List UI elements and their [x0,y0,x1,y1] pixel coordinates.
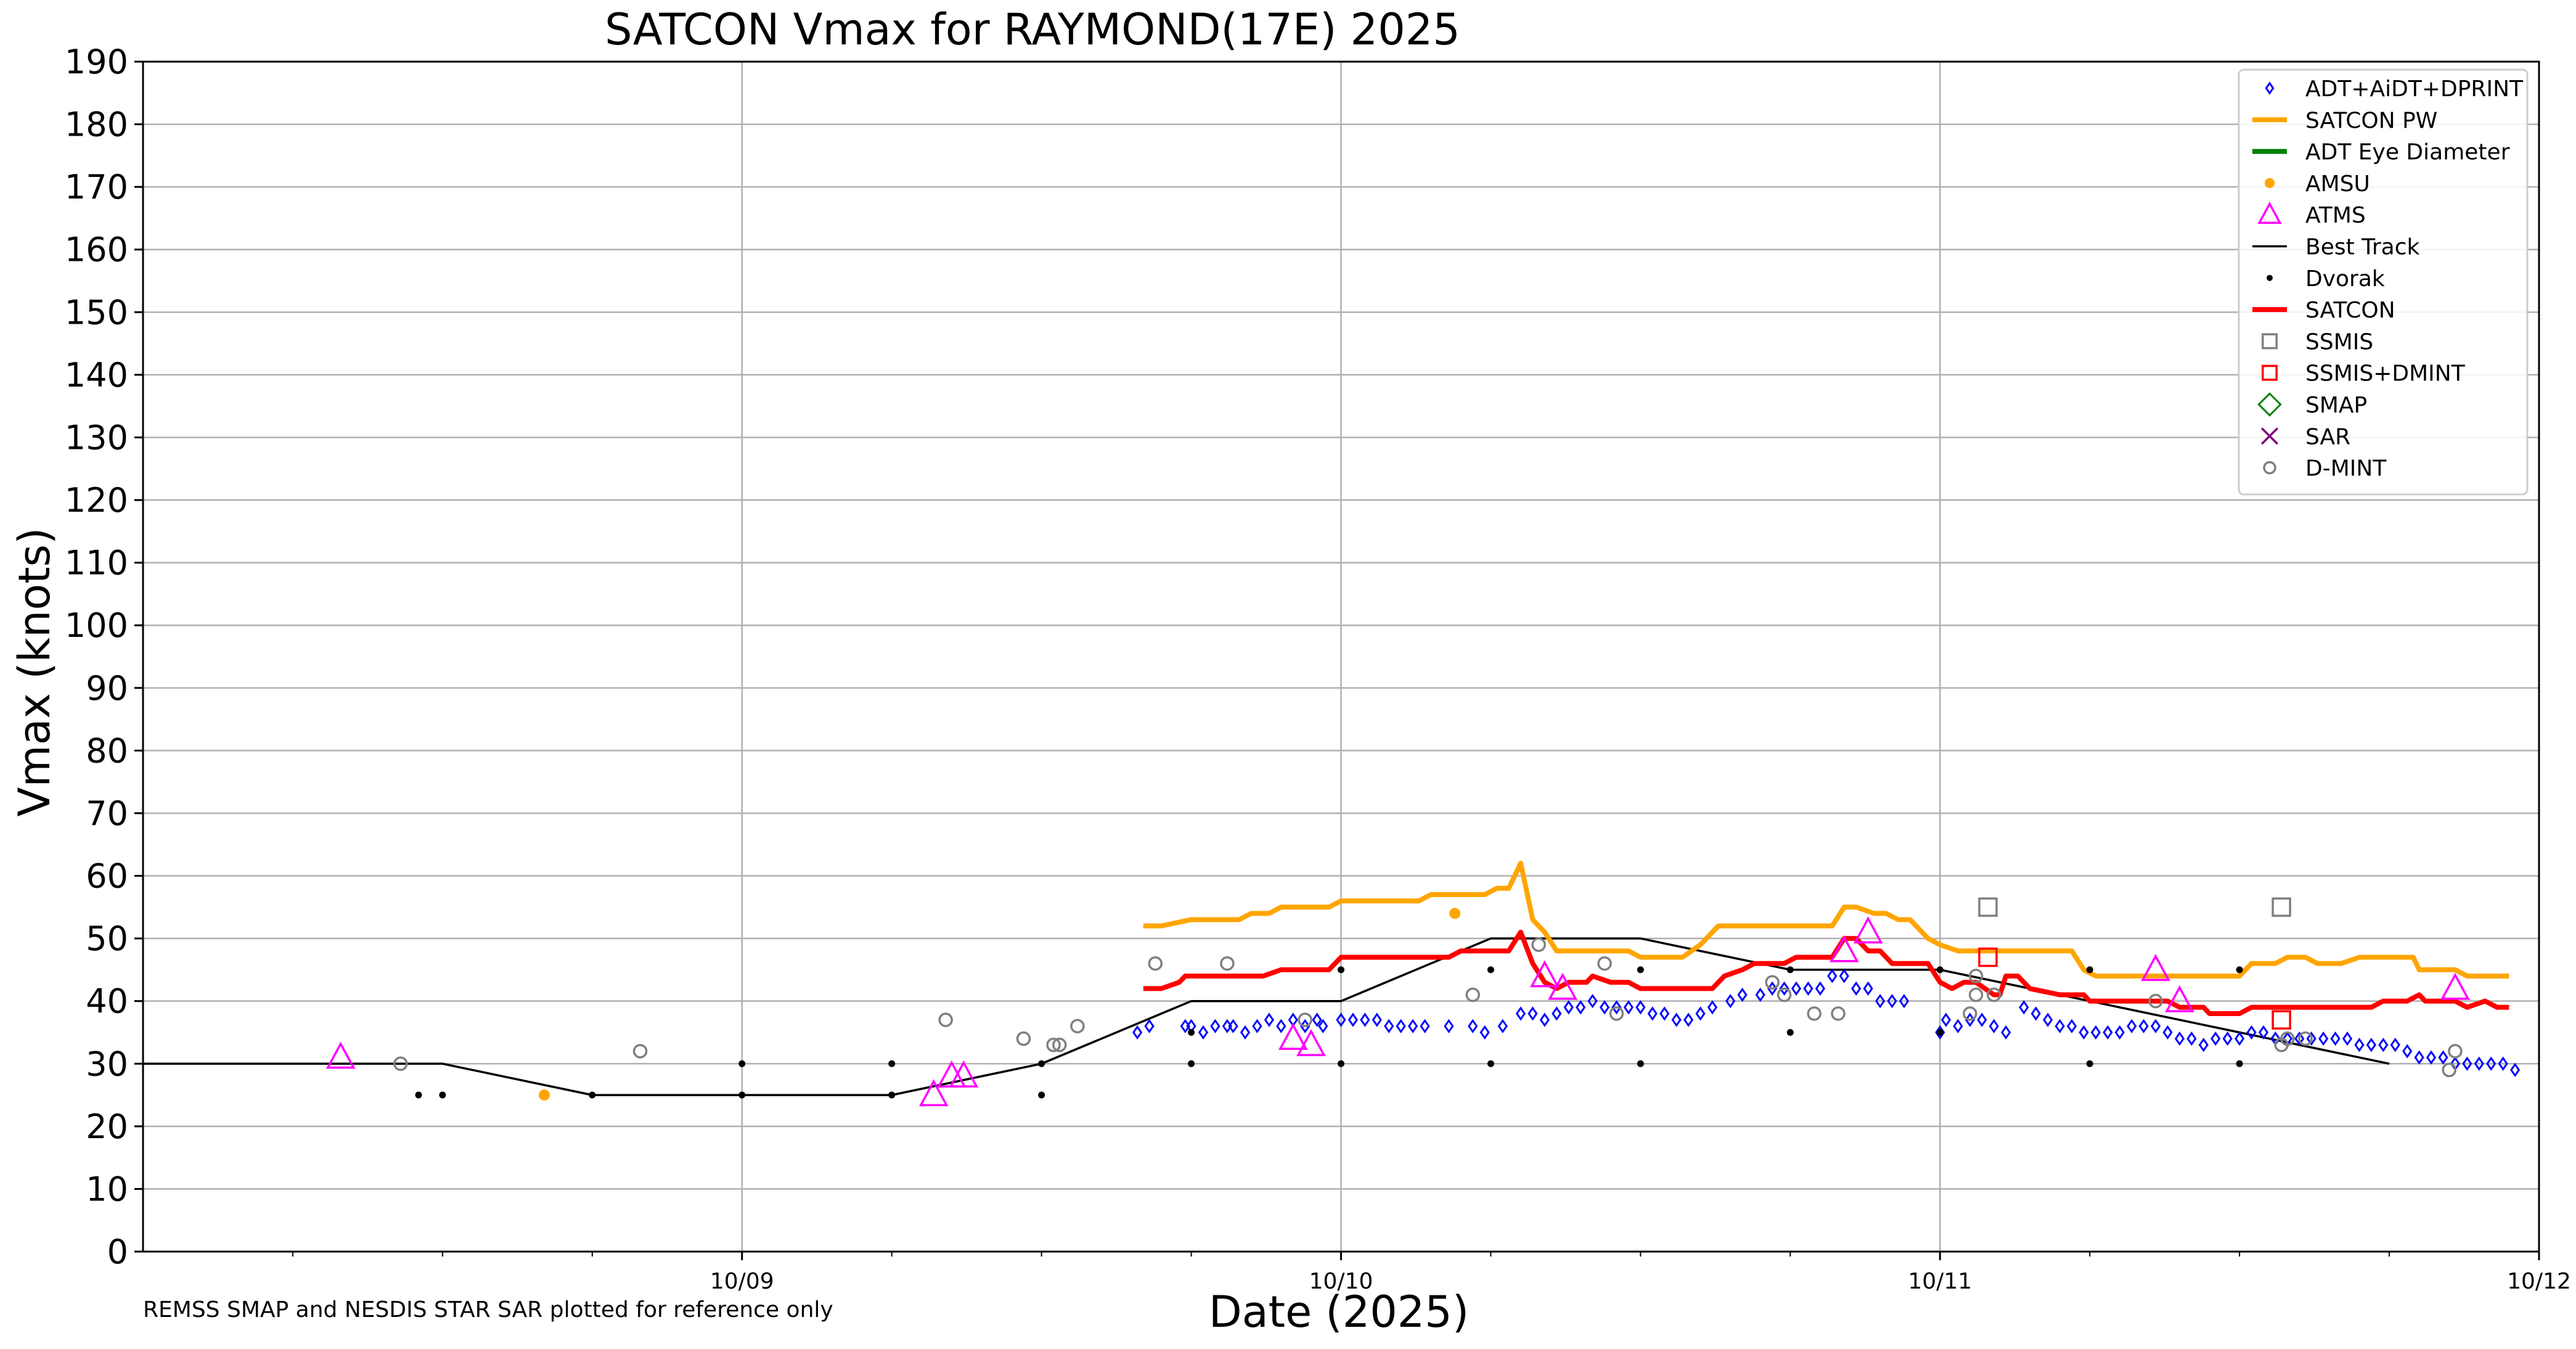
y-tick-label: 10 [86,1170,128,1208]
legend-label: D-MINT [2305,456,2387,482]
dvorak-point [2087,966,2093,973]
legend-label: SSMIS+DMINT [2305,361,2466,387]
dvorak-point [1937,966,1944,973]
dvorak-point [1338,1060,1344,1067]
y-tick-label: 20 [86,1107,128,1146]
legend-label: ADT Eye Diameter [2305,140,2510,165]
y-axis-label: Vmax (knots) [9,528,60,817]
amsu-point [539,1089,550,1101]
legend-label: ADT+AiDT+DPRINT [2305,76,2524,102]
y-tick-label: 40 [86,982,128,1021]
legend-label: SSMIS [2305,329,2373,355]
y-tick-label: 120 [65,481,128,520]
legend: ADT+AiDT+DPRINT SATCON PW ADT Eye Diameter… [2239,70,2527,494]
dvorak-point [738,1092,745,1099]
y-tick-label: 130 [65,418,128,457]
chart-title: SATCON Vmax for RAYMOND(17E) 2025 [605,4,1460,55]
dvorak-point [888,1060,895,1067]
dvorak-point [1787,966,1794,973]
legend-label: SMAP [2305,393,2367,418]
dvorak-point [1787,1029,1794,1036]
footnote: REMSS SMAP and NESDIS STAR SAR plotted f… [143,1297,833,1322]
y-tick-label: 90 [86,669,128,708]
dvorak-point [1338,966,1344,973]
y-tick-label: 100 [65,606,128,645]
legend-marker [2267,275,2273,281]
y-tick-label: 80 [86,731,128,770]
legend-label: SATCON PW [2305,108,2437,133]
y-tick-label: 160 [65,231,128,269]
legend-label: SAR [2305,424,2350,449]
legend-label: SATCON [2305,298,2395,323]
dvorak-point [2236,966,2243,973]
legend-label: AMSU [2305,171,2370,197]
dvorak-point [1188,1060,1195,1067]
y-tick-label: 70 [86,794,128,833]
dvorak-point [1637,966,1644,973]
dvorak-point [439,1092,446,1099]
dvorak-point [1487,966,1494,973]
legend-label: ATMS [2305,203,2366,228]
y-tick-label: 150 [65,293,128,332]
dvorak-point [888,1092,895,1099]
y-tick-label: 140 [65,356,128,395]
x-tick-label: 10/11 [1908,1269,1972,1294]
y-tick-label: 0 [107,1232,128,1271]
y-tick-label: 110 [65,544,128,583]
x-tick-label: 10/09 [710,1269,774,1294]
dvorak-point [2087,1060,2093,1067]
dvorak-point [1038,1060,1045,1067]
x-axis-label: Date (2025) [1209,1287,1469,1337]
dvorak-point [1937,1029,1944,1036]
x-tick-label: 10/12 [2507,1269,2571,1294]
y-tick-label: 180 [65,105,128,144]
dvorak-point [738,1060,745,1067]
dvorak-point [1487,1060,1494,1067]
y-tick-label: 30 [86,1044,128,1083]
dvorak-point [1188,1029,1195,1036]
dvorak-point [415,1092,422,1099]
amsu-point [1449,908,1460,919]
dvorak-point [2236,1060,2243,1067]
legend-label: Best Track [2305,235,2420,260]
legend-label: Dvorak [2305,266,2385,292]
legend-marker [2265,178,2275,188]
y-tick-label: 60 [86,857,128,896]
dvorak-point [589,1092,595,1099]
dvorak-point [1637,1060,1644,1067]
y-tick-label: 170 [65,168,128,207]
dvorak-point [1038,1092,1045,1099]
y-tick-label: 50 [86,919,128,958]
y-tick-label: 190 [65,43,128,81]
